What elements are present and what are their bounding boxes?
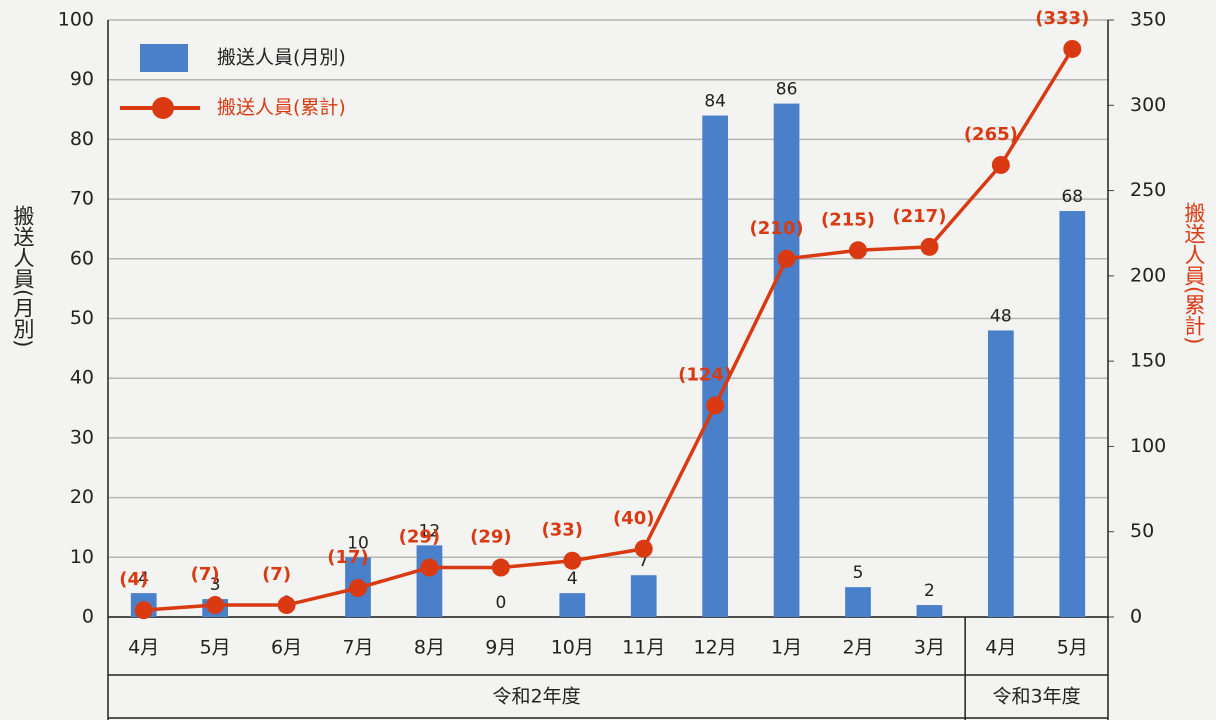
y-tick-label: 40: [70, 367, 94, 389]
x-tick-label: 5月: [200, 637, 231, 659]
x-tick-label: 3月: [914, 637, 945, 659]
group-label: 令和2年度: [493, 686, 581, 708]
y-tick-label: 100: [58, 9, 94, 31]
line-point: [634, 539, 653, 558]
bar: [1059, 211, 1086, 618]
y-tick-label: 90: [70, 68, 94, 90]
line-value-label: (265): [964, 124, 1018, 145]
line-point: [206, 596, 225, 615]
line-point: [349, 579, 367, 598]
line-point: [991, 155, 1010, 174]
legend-marker: [152, 97, 174, 119]
bar: [845, 587, 871, 617]
y2-tick-label: 350: [1130, 9, 1166, 31]
bar: [916, 605, 943, 617]
line-value-label: (29): [399, 527, 441, 548]
x-tick-label: 4月: [128, 637, 159, 659]
y-tick-label: 80: [70, 128, 94, 150]
x-tick-label: 1月: [771, 637, 802, 659]
bar-value-label: 2: [924, 581, 935, 601]
line-value-label: (124): [678, 364, 732, 385]
bar: [559, 593, 586, 617]
x-tick-label: 12月: [694, 637, 737, 659]
line-point: [420, 558, 439, 577]
y2-tick-label: 50: [1130, 520, 1154, 542]
legend-label: 搬送人員(累計): [217, 97, 346, 119]
line-point: [563, 551, 582, 570]
line-value-label: (210): [750, 218, 804, 239]
line-point: [706, 396, 725, 415]
y-tick-label: 30: [70, 426, 94, 448]
x-tick-label: 7月: [342, 637, 373, 659]
bar-value-label: 5: [853, 563, 864, 583]
line-value-label: (17): [327, 547, 369, 568]
bar-value-label: 10: [347, 533, 369, 553]
line-value-label: (33): [542, 520, 584, 541]
bar: [988, 330, 1014, 617]
y2-tick-label: 200: [1130, 264, 1166, 286]
x-tick-label: 11月: [622, 637, 665, 659]
x-tick-label: 2月: [842, 637, 873, 659]
y2-axis-label: 搬送人員(累計): [1182, 202, 1206, 344]
y-tick-label: 20: [70, 486, 94, 508]
legend-label: 搬送人員(月別): [217, 47, 346, 69]
x-tick-label: 8月: [414, 637, 445, 659]
line-point: [920, 237, 939, 256]
y-tick-label: 0: [82, 606, 94, 628]
y2-tick-label: 300: [1130, 94, 1166, 116]
line-point: [849, 241, 867, 260]
y2-tick-label: 150: [1130, 350, 1166, 372]
y2-tick-label: 250: [1130, 179, 1166, 201]
x-tick-label: 9月: [485, 637, 516, 659]
bar-value-label: 86: [776, 80, 798, 100]
x-tick-label: 4月: [985, 637, 1016, 659]
line-point: [134, 601, 153, 620]
y-tick-label: 50: [70, 307, 94, 329]
x-tick-label: 6月: [271, 637, 302, 659]
y-tick-label: 70: [70, 188, 94, 210]
line-value-label: (29): [470, 527, 512, 548]
bar-value-label: 0: [495, 593, 506, 613]
line-value-label: (4): [119, 569, 148, 590]
group-label: 令和3年度: [993, 686, 1081, 708]
line-value-label: (7): [191, 564, 220, 585]
y-tick-label: 10: [70, 546, 94, 568]
y-tick-label: 60: [70, 247, 94, 269]
line-point: [777, 249, 796, 268]
bar-value-label: 84: [704, 92, 726, 112]
bar: [630, 575, 657, 617]
line-value-label: (217): [892, 206, 946, 227]
legend-swatch: [140, 44, 188, 72]
bar: [702, 115, 728, 618]
line: [143, 48, 1074, 612]
bar: [773, 103, 800, 617]
y-axis-label: 搬送人員(月別): [11, 205, 35, 347]
bar-value-label: 3: [210, 575, 221, 595]
bar-value-label: 4: [567, 569, 578, 589]
bar: [416, 545, 443, 617]
line-value-label: (7): [262, 564, 291, 585]
bar-value-label: 12: [419, 521, 441, 541]
x-tick-label: 5月: [1057, 637, 1088, 659]
bar-value-label: 4: [138, 569, 149, 589]
bar-value-label: 68: [1061, 187, 1083, 207]
line-point: [491, 558, 510, 577]
y2-tick-label: 0: [1130, 606, 1142, 628]
line-point: [1063, 39, 1082, 58]
x-tick-label: 10月: [551, 637, 594, 659]
line-value-label: (333): [1035, 8, 1089, 29]
line-value-label: (40): [613, 508, 655, 529]
y2-tick-label: 100: [1130, 435, 1166, 457]
line-value-label: (215): [821, 209, 875, 230]
bar-value-label: 7: [638, 551, 649, 571]
bar-value-label: 48: [990, 306, 1012, 326]
line-point: [277, 596, 296, 615]
